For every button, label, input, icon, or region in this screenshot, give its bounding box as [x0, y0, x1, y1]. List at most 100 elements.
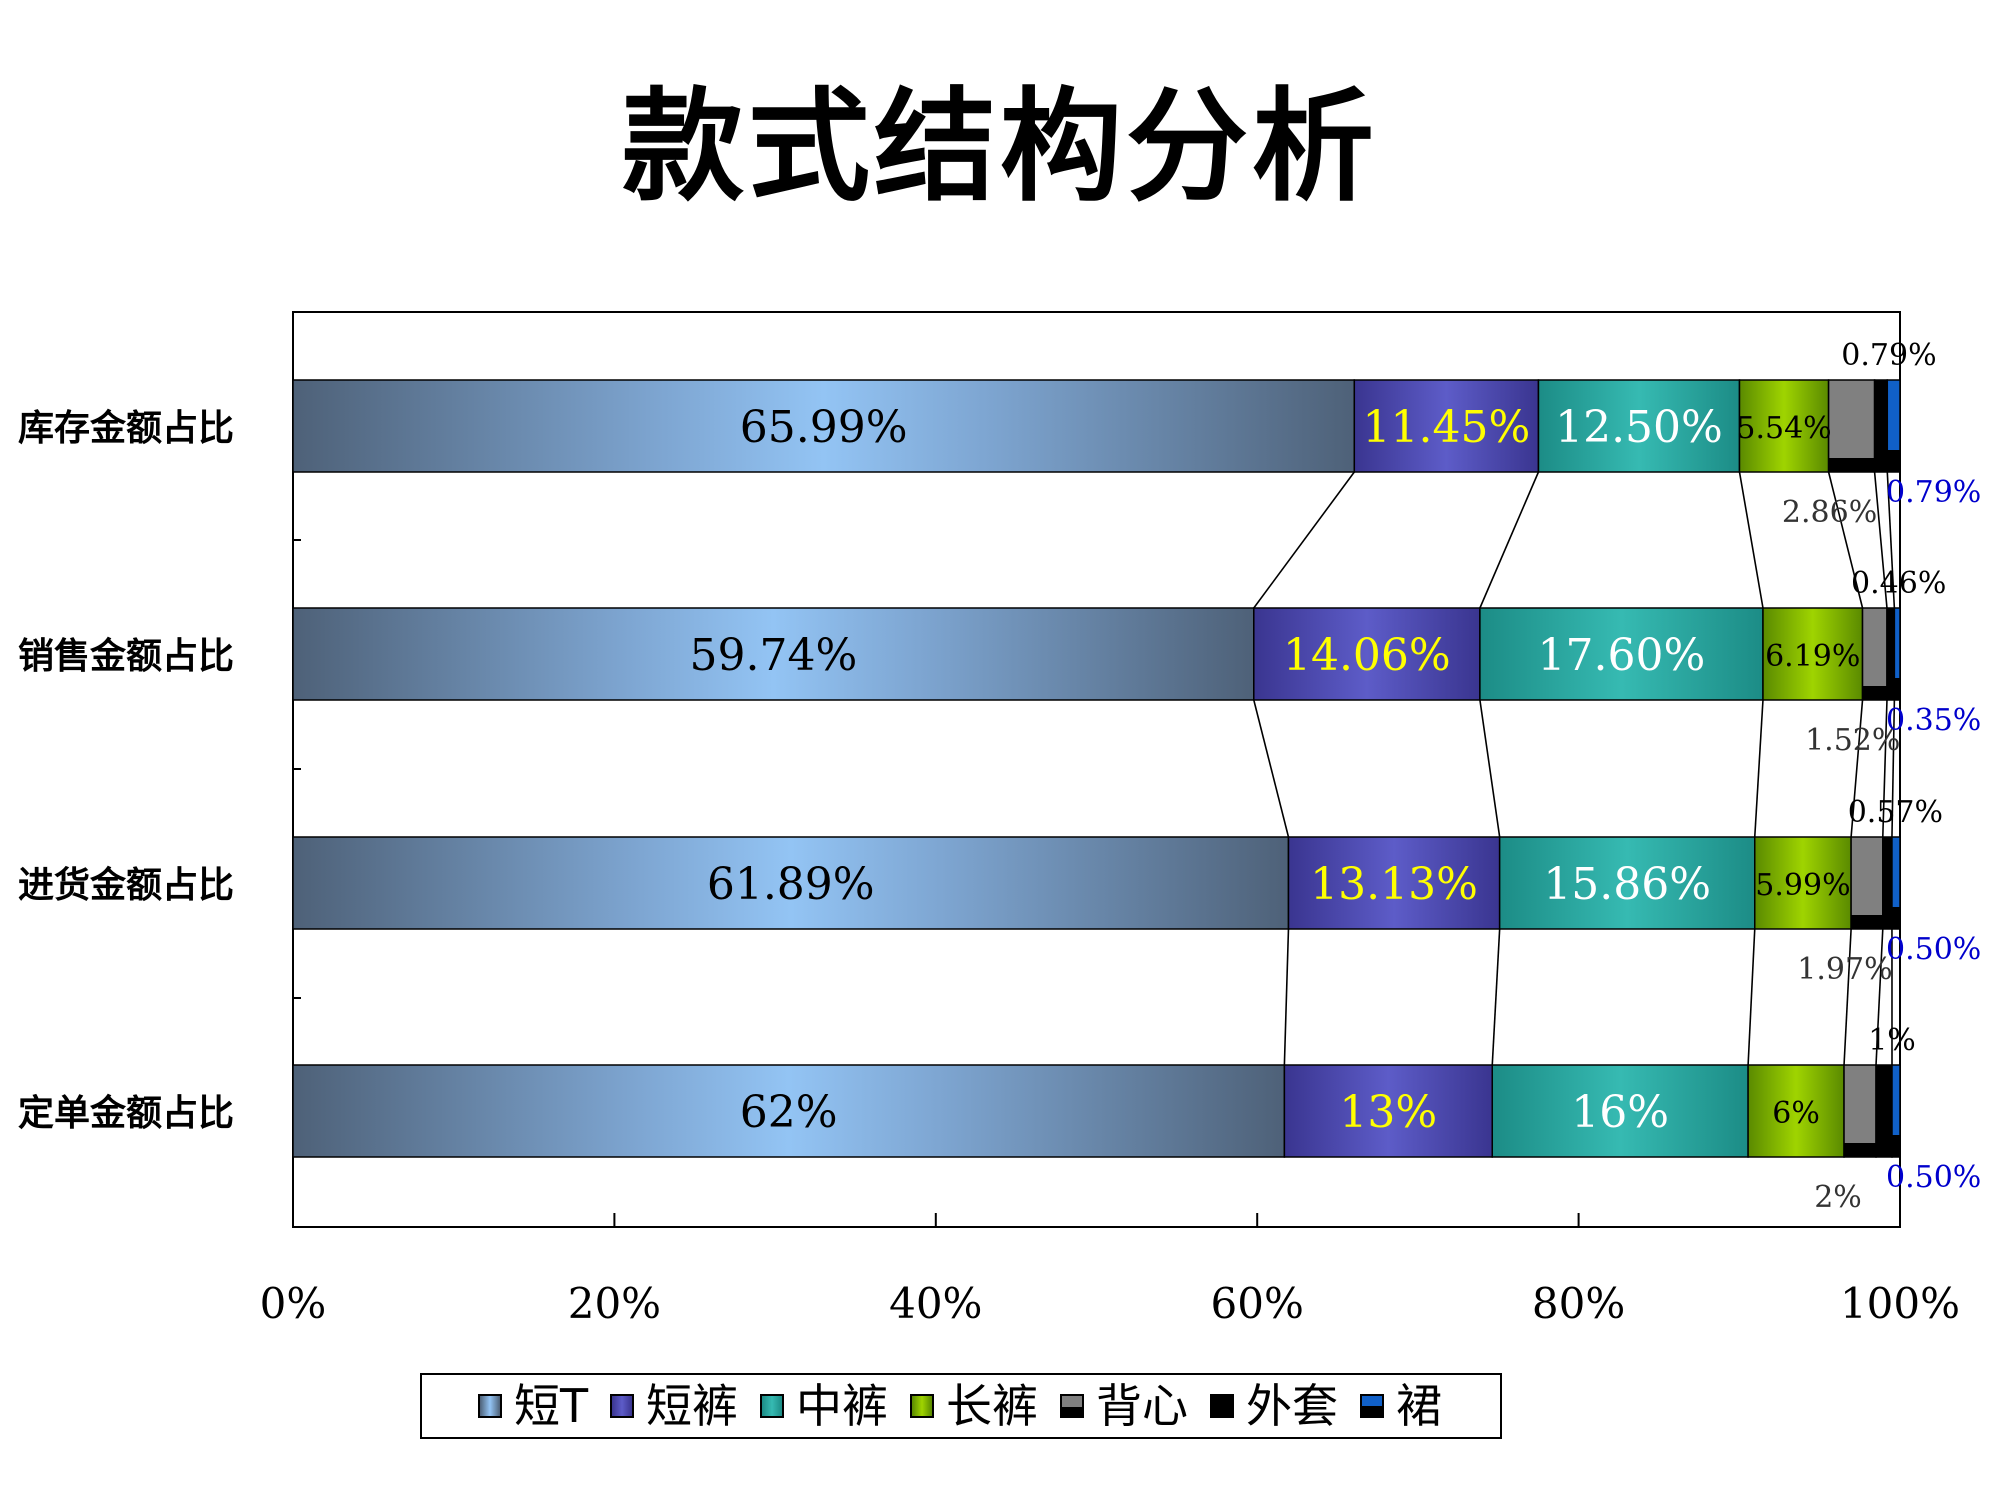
series-line [1843, 928, 1852, 1066]
series-line [1873, 471, 1888, 609]
data-label: 0.79% [1841, 338, 1936, 373]
bar-segment [1754, 836, 1852, 930]
data-label: 0.50% [1886, 1160, 1981, 1195]
bar-segment [292, 379, 1356, 473]
data-label: 1.97% [1797, 952, 1892, 987]
bar-segment-base [1851, 915, 1883, 929]
series-line [1886, 471, 1896, 609]
data-label: 61.89% [707, 859, 875, 910]
legend-label: 外套 [1246, 1379, 1339, 1433]
data-label: 13% [1339, 1087, 1437, 1138]
series-line [1738, 471, 1764, 609]
series-line [1881, 699, 1888, 838]
bar-segment [1287, 836, 1501, 930]
category-label: 库存金额占比 [18, 407, 234, 449]
data-label: 59.74% [690, 630, 858, 681]
series-line [1875, 928, 1884, 1066]
data-label: 1% [1868, 1023, 1916, 1058]
bar-segment [1850, 836, 1884, 930]
data-label: 0.57% [1848, 795, 1943, 830]
bar-segment-base [1844, 1143, 1877, 1157]
series-line [1891, 699, 1896, 838]
legend-item: 裙 [1360, 1383, 1442, 1429]
data-label: 15.86% [1543, 859, 1711, 910]
legend-item: 短T [477, 1379, 589, 1433]
bar-segment-base [1891, 907, 1900, 929]
bar-segment [1283, 1064, 1494, 1158]
bar-segment [1738, 379, 1830, 473]
bar-segment [1875, 1064, 1893, 1158]
data-label: 0.79% [1886, 475, 1981, 510]
data-label: 0.50% [1886, 932, 1981, 967]
legend-label: 裙 [1396, 1379, 1443, 1433]
series-line [1253, 471, 1355, 609]
bar-segment [1762, 607, 1864, 701]
legend-label: 中裤 [796, 1379, 889, 1433]
bar-segment [1491, 1064, 1749, 1158]
bars-layer [292, 379, 1901, 1158]
legend-swatch [910, 1394, 935, 1418]
bar-segment [1537, 379, 1741, 473]
legend-swatch [1060, 1394, 1085, 1418]
bar-segment [292, 836, 1290, 930]
series-line [1283, 928, 1290, 1066]
x-tick-label: 0% [260, 1279, 327, 1328]
bar-segment [1886, 607, 1896, 701]
data-label: 2% [1814, 1180, 1862, 1215]
series-line [1491, 928, 1501, 1066]
bar-segment-base [1828, 458, 1875, 472]
series-line [1747, 928, 1756, 1066]
legend-item: 背心 [1060, 1383, 1188, 1429]
data-label: 12.50% [1555, 402, 1723, 453]
x-tick-label: 100% [1840, 1279, 1960, 1328]
data-label: 17.60% [1538, 630, 1706, 681]
data-label: 62% [740, 1087, 838, 1138]
data-label: 0.46% [1851, 566, 1946, 601]
data-label: 13.13% [1310, 859, 1478, 910]
series-line [1827, 471, 1864, 609]
data-label: 14.06% [1283, 630, 1451, 681]
data-label: 0.35% [1886, 703, 1981, 738]
legend-item: 短裤 [610, 1383, 738, 1429]
x-tick-label: 20% [568, 1279, 661, 1328]
data-label: 65.99% [740, 402, 908, 453]
data-label: 6% [1772, 1096, 1820, 1131]
data-label: 5.54% [1736, 411, 1831, 446]
series-line [1479, 471, 1540, 609]
bar-segment [1253, 607, 1481, 701]
x-tick-label: 80% [1532, 1279, 1625, 1328]
series-line [1850, 699, 1864, 838]
data-label: 6.19% [1765, 639, 1860, 674]
series-lines-layer [1253, 471, 1896, 1066]
bar-segment-base [1894, 678, 1900, 700]
bar-segment [292, 607, 1255, 701]
bar-segment [1882, 836, 1893, 930]
axis-layer: 0% 20% 40% 60% 80% 100% [260, 539, 1960, 1328]
legend-label: 长裤 [946, 1379, 1039, 1433]
data-label: 16% [1571, 1087, 1669, 1138]
legend-swatch [477, 1394, 502, 1418]
bar-segment [1843, 1064, 1877, 1158]
category-label: 定单金额占比 [18, 1092, 234, 1134]
series-line [1253, 699, 1290, 838]
series-line [1479, 699, 1501, 838]
legend-swatch [1210, 1394, 1235, 1418]
category-label: 进货金额占比 [18, 864, 234, 906]
legend-item: 外套 [1210, 1383, 1338, 1429]
legend-swatch [610, 1394, 635, 1418]
legend-item: 长裤 [910, 1383, 1038, 1429]
legend-label: 短T [513, 1379, 589, 1433]
x-tick-label: 60% [1211, 1279, 1304, 1328]
legend-swatch [760, 1394, 785, 1418]
bar-segment [1353, 379, 1540, 473]
series-line [1753, 699, 1764, 838]
data-label: 2.86% [1782, 495, 1877, 530]
bar-segment-base [1887, 450, 1900, 472]
bar-segment-base [1892, 1135, 1900, 1157]
x-tick-label: 40% [889, 1279, 982, 1328]
bar-segment [1747, 1064, 1845, 1158]
data-label: 11.45% [1362, 402, 1530, 453]
bar-segment [1498, 836, 1756, 930]
